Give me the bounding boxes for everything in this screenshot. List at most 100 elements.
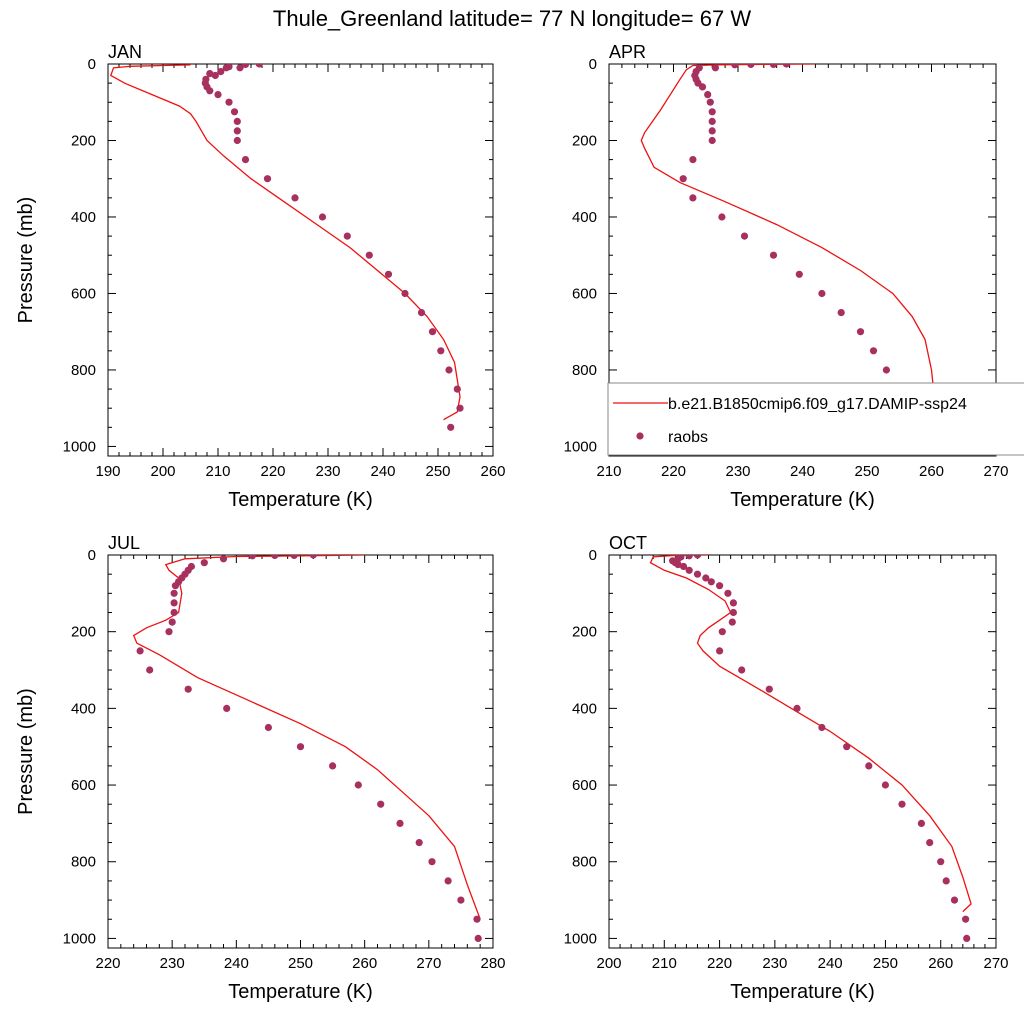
y-tick-label: 400 — [71, 209, 96, 226]
raobs-point — [917, 819, 926, 828]
raobs-point — [233, 136, 241, 145]
x-tick-label: 220 — [95, 955, 120, 972]
raobs-point — [679, 175, 687, 183]
x-axis-label: Temperature (K) — [730, 489, 875, 511]
x-tick-label: 260 — [480, 463, 505, 480]
raobs-point — [704, 91, 712, 99]
raobs-point — [843, 743, 851, 751]
raobs-point — [728, 618, 736, 626]
raobs-point — [211, 71, 219, 80]
raobs-point — [731, 64, 739, 69]
plot-frame — [107, 554, 494, 949]
raobs-point — [296, 743, 305, 751]
x-tick-label: 280 — [480, 955, 505, 972]
raobs-point — [255, 64, 263, 68]
x-tick-label: 240 — [818, 955, 843, 972]
raobs-point — [290, 555, 298, 559]
panel-jan: 190 200 210 220 230 240 250 260 0 200 400 600 800 100… — [15, 42, 506, 511]
raobs-point — [718, 628, 726, 636]
raobs-point — [264, 723, 272, 732]
raobs-point — [474, 934, 482, 943]
x-tick-label: 200 — [596, 955, 621, 972]
x-tick-label: 210 — [205, 463, 230, 480]
panel-jul: 220 230 240 250 260 270 280 0 200 400 600 800 1000 JU… — [15, 533, 506, 1003]
raobs-point — [236, 64, 244, 72]
raobs-point — [729, 608, 738, 617]
x-tick-label: 240 — [370, 463, 395, 480]
raobs-point — [415, 839, 423, 847]
y-tick-label: 0 — [88, 56, 96, 73]
raobs-point — [206, 87, 214, 95]
raobs-point — [818, 289, 826, 298]
raobs-point — [747, 64, 755, 68]
raobs-point — [170, 608, 178, 617]
raobs-point — [693, 570, 702, 578]
y-tick-label: 200 — [71, 132, 96, 149]
raobs-point — [724, 589, 732, 597]
x-axis-label: Temperature (K) — [730, 981, 875, 1003]
x-tick-label: 230 — [315, 463, 340, 480]
x-tick-label: 260 — [919, 463, 944, 480]
raobs-point — [795, 270, 803, 278]
x-tick-label: 190 — [95, 463, 120, 480]
x-tick-label: 270 — [983, 955, 1008, 972]
x-tick-label: 220 — [707, 955, 732, 972]
y-tick-label: 600 — [572, 285, 597, 302]
raobs-point — [445, 366, 453, 374]
y-tick-label: 400 — [572, 209, 597, 226]
raobs-point — [214, 91, 222, 99]
y-tick-label: 0 — [589, 56, 597, 73]
raobs-point — [447, 423, 455, 431]
y-tick-label: 800 — [71, 854, 96, 871]
raobs-point — [698, 83, 707, 91]
raobs-point — [225, 98, 233, 106]
model-profile-line — [649, 555, 972, 913]
y-axis-label: Pressure (mb) — [15, 197, 37, 324]
raobs-point — [716, 647, 724, 655]
x-tick-label: 270 — [416, 955, 441, 972]
y-tick-label: 200 — [572, 624, 597, 641]
raobs-point — [136, 647, 144, 655]
raobs-point — [706, 98, 714, 106]
raobs-point — [702, 574, 710, 582]
raobs-point — [444, 877, 452, 885]
raobs-point — [738, 666, 746, 674]
raobs-point — [962, 915, 970, 923]
raobs-point — [222, 64, 230, 72]
raobs-point — [685, 555, 693, 560]
panel-title: JAN — [108, 42, 142, 62]
raobs-point — [937, 858, 945, 866]
plot-frame — [107, 63, 494, 457]
raobs-point — [689, 194, 697, 202]
plot-area — [132, 555, 482, 943]
raobs-point — [711, 64, 720, 72]
raobs-point — [233, 127, 241, 135]
legend-model-label: b.e21.B1850cmip6.f09_g17.DAMIP-ssp24 — [668, 396, 967, 413]
y-tick-label: 800 — [572, 854, 597, 871]
y-tick-label: 1000 — [63, 930, 96, 947]
y-tick-label: 600 — [71, 285, 96, 302]
raobs-point — [165, 628, 173, 636]
x-tick-label: 250 — [854, 463, 879, 480]
x-tick-label: 260 — [928, 955, 953, 972]
model-profile-line — [640, 64, 936, 417]
raobs-point — [793, 704, 801, 713]
y-tick-label: 800 — [71, 362, 96, 379]
raobs-point — [233, 117, 241, 125]
raobs-point — [365, 251, 373, 259]
x-tick-label: 270 — [983, 463, 1008, 480]
raobs-point — [837, 309, 845, 317]
raobs-point — [950, 896, 959, 904]
y-tick-label: 600 — [572, 777, 597, 794]
x-tick-label: 220 — [260, 463, 285, 480]
raobs-point — [869, 347, 878, 355]
raobs-point — [171, 582, 179, 590]
y-tick-label: 0 — [589, 547, 597, 564]
raobs-point — [818, 723, 826, 732]
x-tick-label: 250 — [288, 955, 313, 972]
y-tick-label: 400 — [572, 700, 597, 717]
panel-oct: 200 210 220 230 240 250 260 270 0 200 400 600 800 100… — [564, 533, 1009, 1003]
panel-title: JUL — [108, 533, 140, 553]
raobs-point — [377, 800, 385, 808]
